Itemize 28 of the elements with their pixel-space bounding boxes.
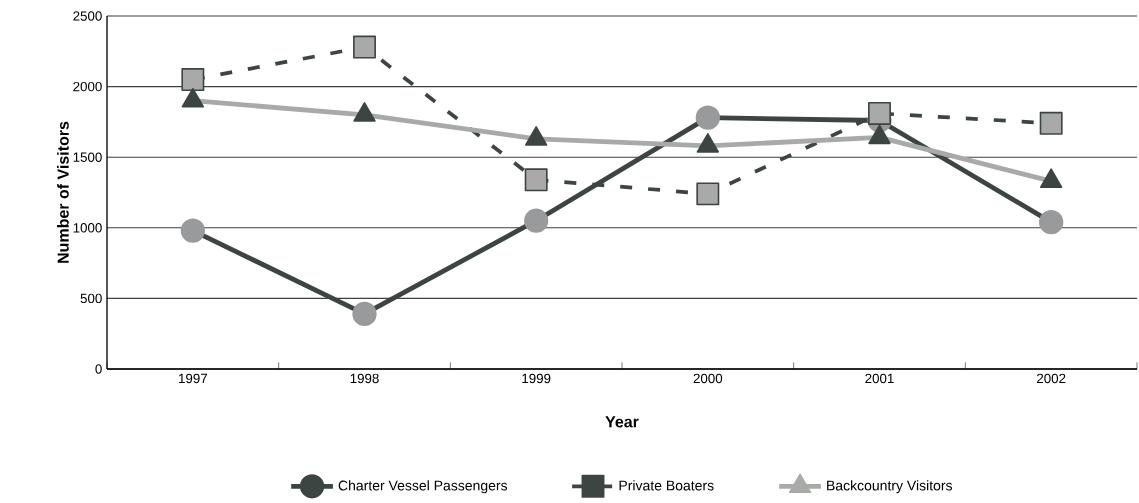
x-tick-label: 1997: [179, 373, 208, 384]
point: [524, 208, 549, 233]
point: [181, 68, 205, 91]
legend-label: Backcountry Visitors: [827, 480, 953, 494]
y-tick-label: 0: [95, 364, 102, 374]
x-tick-label: 2001: [865, 373, 894, 384]
point: [868, 101, 891, 125]
legend-label: Charter Vessel Passengers: [338, 480, 508, 494]
x-tick-label: 1998: [350, 373, 379, 384]
x-axis-title: Year: [605, 416, 639, 428]
y-tick-label: 2500: [73, 11, 102, 21]
y-axis-title: Number of Visitors: [57, 121, 69, 263]
y-tick-label: 1500: [73, 152, 102, 162]
point: [1039, 210, 1064, 235]
point: [353, 35, 376, 59]
x-tick-label: 2002: [1037, 373, 1066, 384]
y-tick-label: 500: [80, 293, 102, 304]
legend-label: Private Boaters: [619, 480, 714, 491]
x-tick-label: 1999: [522, 373, 551, 384]
point: [180, 218, 205, 243]
point: [1039, 111, 1063, 135]
y-tick-label: 2000: [73, 81, 102, 92]
point: [352, 301, 377, 327]
point: [524, 168, 548, 192]
point: [695, 105, 720, 130]
x-tick-label: 2000: [693, 373, 723, 384]
point: [696, 182, 720, 206]
y-tick-label: 1000: [73, 223, 102, 233]
